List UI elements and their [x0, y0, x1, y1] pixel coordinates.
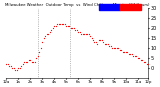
Point — [86, 33, 88, 35]
Point — [51, 27, 54, 29]
Point — [60, 23, 63, 25]
Point — [45, 33, 48, 35]
Point — [28, 59, 30, 61]
Point — [81, 33, 84, 35]
Point — [92, 39, 94, 41]
Point — [71, 27, 73, 29]
Point — [138, 57, 140, 59]
Point — [47, 33, 49, 35]
Point — [114, 47, 117, 49]
Point — [8, 65, 11, 67]
Point — [17, 67, 20, 69]
Point — [108, 45, 111, 47]
Point — [7, 63, 9, 65]
Point — [56, 23, 58, 25]
Point — [25, 61, 27, 63]
Point — [20, 65, 23, 67]
Point — [29, 59, 32, 61]
Point — [14, 69, 17, 71]
Point — [99, 39, 102, 41]
Point — [83, 33, 85, 35]
Point — [89, 35, 91, 37]
Point — [128, 53, 130, 55]
Point — [102, 41, 105, 43]
Point — [129, 53, 132, 55]
Point — [53, 25, 56, 27]
Point — [84, 33, 87, 35]
Point — [147, 63, 149, 65]
Point — [38, 51, 41, 53]
Point — [126, 51, 129, 53]
Point — [41, 41, 44, 43]
Point — [16, 69, 18, 71]
Point — [144, 61, 147, 63]
Point — [133, 55, 136, 57]
Point — [80, 33, 82, 35]
Point — [59, 23, 61, 25]
Point — [32, 61, 35, 63]
Point — [77, 31, 79, 33]
Point — [54, 25, 57, 27]
Point — [68, 25, 70, 27]
Point — [34, 61, 36, 63]
Point — [107, 43, 109, 45]
Point — [62, 23, 64, 25]
Point — [63, 23, 66, 25]
Point — [131, 53, 133, 55]
Point — [119, 49, 121, 51]
Title: Milwaukee Weather  Outdoor Temp  vs  Wind Chill  per Minute  (24 Hours): Milwaukee Weather Outdoor Temp vs Wind C… — [5, 3, 150, 7]
Point — [26, 61, 29, 63]
Point — [111, 47, 114, 49]
Point — [145, 63, 148, 65]
Point — [40, 47, 42, 49]
Point — [11, 67, 14, 69]
Point — [43, 37, 45, 39]
Point — [74, 29, 76, 31]
Point — [113, 47, 115, 49]
Point — [35, 57, 38, 59]
Point — [36, 55, 39, 57]
Point — [90, 37, 93, 39]
Point — [124, 51, 127, 53]
Point — [75, 29, 78, 31]
Point — [69, 27, 72, 29]
Point — [13, 67, 15, 69]
Point — [48, 31, 51, 33]
Point — [5, 63, 8, 65]
Point — [93, 41, 96, 43]
Point — [117, 47, 120, 49]
Point — [19, 67, 21, 69]
Point — [31, 61, 33, 63]
Point — [10, 65, 12, 67]
Point — [22, 63, 24, 65]
Point — [78, 31, 81, 33]
Point — [87, 33, 90, 35]
Point — [110, 45, 112, 47]
Point — [116, 47, 118, 49]
Point — [104, 43, 106, 45]
Point — [50, 29, 52, 31]
Point — [142, 61, 145, 63]
Point — [122, 51, 124, 53]
Point — [66, 25, 69, 27]
Point — [57, 23, 60, 25]
Point — [141, 59, 144, 61]
Point — [72, 27, 75, 29]
Point — [96, 43, 99, 45]
Point — [95, 41, 97, 43]
Point — [65, 25, 67, 27]
Point — [132, 55, 135, 57]
Point — [123, 51, 126, 53]
Point — [101, 39, 103, 41]
Point — [44, 35, 47, 37]
Point — [140, 59, 142, 61]
Point — [120, 49, 123, 51]
Point — [136, 57, 139, 59]
Point — [98, 39, 100, 41]
Point — [23, 61, 26, 63]
Point — [105, 43, 108, 45]
Point — [135, 55, 138, 57]
